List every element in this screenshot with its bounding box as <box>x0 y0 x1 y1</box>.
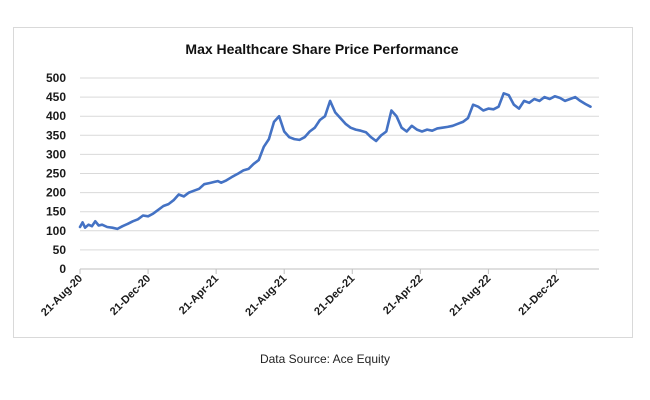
y-tick-label: 150 <box>46 205 66 219</box>
data-source-caption: Data Source: Ace Equity <box>259 352 391 366</box>
chart: Max Healthcare Share Price Performance 0… <box>39 41 599 319</box>
chart-frame: Max Healthcare Share Price Performance 0… <box>13 27 633 338</box>
y-tick-label: 500 <box>46 71 66 85</box>
y-axis-ticks: 0 50 100 150 200 250 300 350 400 450 500 <box>46 71 66 276</box>
y-tick-label: 200 <box>46 186 66 200</box>
x-tick-label: 21-Apr-22 <box>381 273 425 317</box>
x-tick-label: 21-Dec-20 <box>108 273 153 318</box>
x-tick-label: 21-Aug-21 <box>243 273 289 319</box>
series-layer <box>78 92 592 231</box>
x-tick-label: 21-Dec-22 <box>516 273 561 318</box>
y-tick-label: 400 <box>46 109 66 123</box>
y-tick-label: 0 <box>59 262 66 276</box>
x-tick-label: 21-Apr-21 <box>177 273 221 317</box>
x-axis-ticks: 21-Aug-20 21-Dec-20 21-Apr-21 21-Aug-21 21-D… <box>39 269 562 319</box>
y-tick-label: 350 <box>46 128 66 142</box>
price-series-line <box>78 92 592 231</box>
y-tick-label: 250 <box>46 167 66 181</box>
y-tick-label: 100 <box>46 224 66 238</box>
x-tick-label: 21-Dec-21 <box>312 273 357 318</box>
x-tick-label: 21-Aug-20 <box>39 273 85 319</box>
y-tick-label: 300 <box>46 147 66 161</box>
x-tick-label: 21-Aug-22 <box>447 273 493 319</box>
y-tick-label: 450 <box>46 90 66 104</box>
y-tick-label: 50 <box>53 243 67 257</box>
gridlines <box>80 77 599 251</box>
chart-title: Max Healthcare Share Price Performance <box>185 41 458 57</box>
